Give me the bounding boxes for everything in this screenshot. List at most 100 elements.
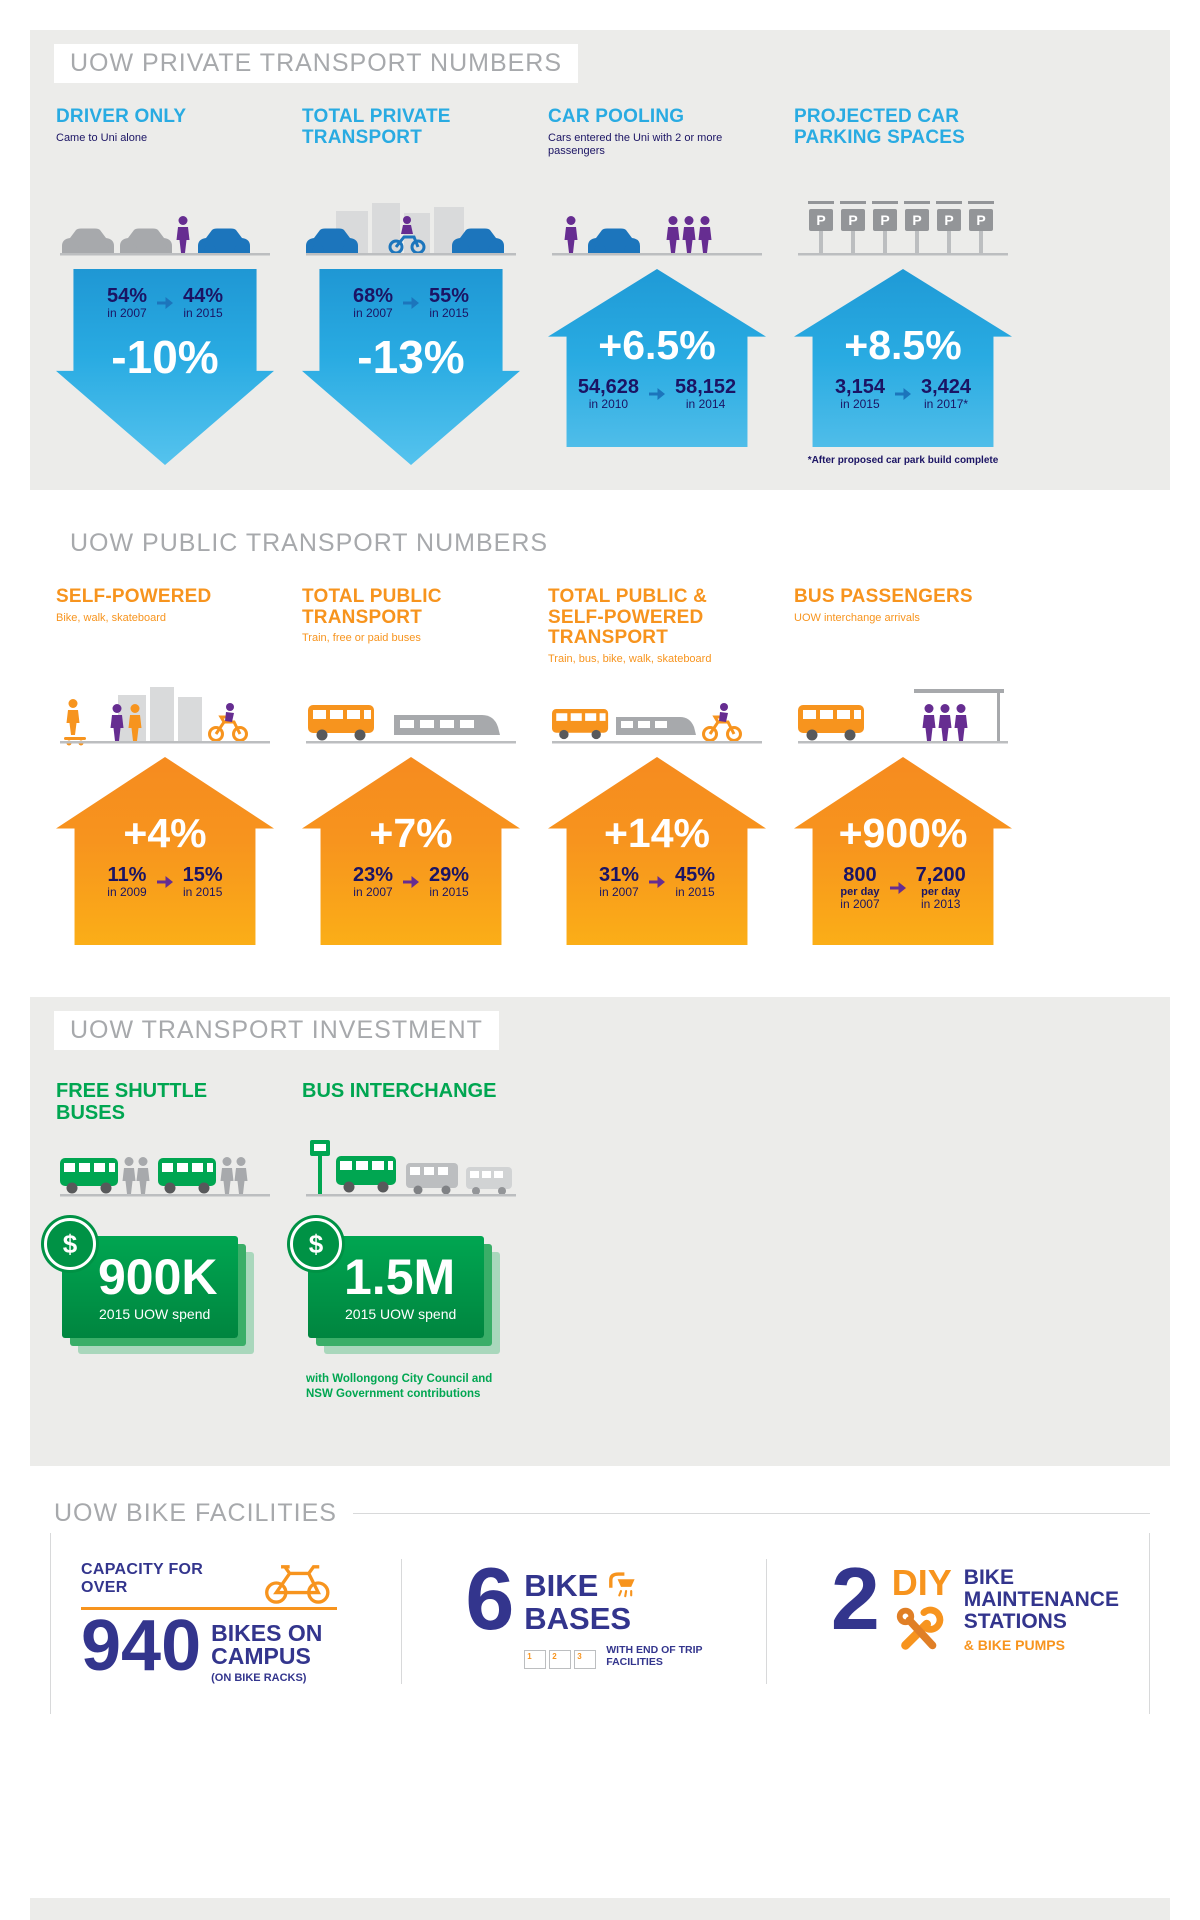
diy-label-2: MAINTENANCE: [963, 1587, 1119, 1611]
card-head: PROJECTED CAR PARKING SPACES: [794, 106, 1012, 195]
stat-to-year: in 2015: [675, 885, 715, 899]
arrow-right-icon: [157, 296, 173, 309]
section-gap: [0, 969, 1200, 997]
locker-number: 1: [527, 1652, 532, 1662]
svg-text:P: P: [880, 212, 889, 228]
bus-interchange-illustration: [302, 1138, 520, 1206]
bike-title-row: UOW BIKE FACILITIES: [30, 1493, 1170, 1533]
bases-caption: WITH END OF TRIP FACILITIES: [606, 1644, 702, 1669]
stat-from-value: 68%: [352, 285, 393, 307]
stat-to: 45% in 2015: [675, 864, 715, 899]
private-cards-row: DRIVER ONLY Came to Uni alone: [30, 106, 1026, 466]
diy-figure: 2 DIY BIKE MAINTENANCE ST: [831, 1554, 1119, 1655]
stat-from-year: in 2015: [840, 397, 880, 411]
svg-text:P: P: [944, 212, 953, 228]
capacity-figure: 940 BIKES ON CAMPUS (ON BIKE RACKS): [81, 1610, 337, 1684]
stat-from-value: 31%: [598, 864, 639, 886]
bike-diy-item: 2 DIY BIKE MAINTENANCE ST: [831, 1554, 1119, 1655]
card-driver-only: DRIVER ONLY Came to Uni alone: [42, 106, 288, 466]
wrench-icon: [896, 1606, 944, 1650]
stat-to-value: 15%: [182, 864, 223, 886]
change-percentage: -13%: [357, 331, 465, 384]
svg-text:P: P: [848, 212, 857, 228]
increase-arrow: +4% 11% in 2009 15% in 2015: [56, 757, 274, 945]
stats: 800 per day in 2007 7,200 per day in 201…: [840, 864, 965, 911]
stat-to: 3,424 in 2017*: [921, 376, 971, 411]
capacity-label-3: (ON BIKE RACKS): [211, 1671, 307, 1684]
arrow-right-icon: [895, 387, 911, 400]
stat-from: 68% in 2007: [353, 285, 393, 320]
card-subtitle: Bike, walk, skateboard: [56, 611, 167, 624]
stat-from-year: in 2007: [107, 306, 147, 320]
stat-to-year: in 2013: [921, 897, 961, 912]
locker-number: 3: [577, 1652, 582, 1662]
stats: 3,154 in 2015 3,424 in 2017*: [835, 376, 971, 411]
stat-to-value: 45%: [675, 864, 716, 886]
stat-to-value: 55%: [429, 285, 470, 307]
section-gap: [0, 1466, 1200, 1494]
parking-spaces-illustration: P P P P P P: [794, 197, 1012, 261]
change-percentage: -10%: [111, 331, 219, 384]
stat-from-value: 11%: [107, 864, 147, 886]
money-stack: 900K 2015 UOW spend: [62, 1236, 238, 1338]
private-transport-illustration: [302, 197, 520, 261]
stat-to-value: 3,424: [921, 376, 972, 398]
locker-box: 2: [549, 1650, 572, 1670]
stat-to: 29% in 2015: [429, 864, 469, 899]
bases-caption-line-2: FACILITIES: [606, 1656, 663, 1669]
lockers-icon: 1 2 3: [524, 1650, 597, 1670]
increase-arrow: +8.5% 3,154 in 2015 3,424 in 2017*: [794, 269, 1012, 447]
change-percentage: +6.5%: [598, 322, 716, 368]
car-pooling-illustration: [548, 197, 766, 261]
parking-footnote: *After proposed car park build complete: [807, 455, 999, 466]
card-free-shuttle-buses: FREE SHUTTLE BUSES: [42, 1080, 288, 1402]
dollar-sign: $: [308, 1228, 324, 1259]
bases-word-bike: BIKE: [524, 1568, 599, 1604]
stat-to: 7,200 per day in 2013: [916, 864, 966, 911]
stats: 23% in 2007 29% in 2015: [353, 864, 469, 899]
capacity-label-2: CAMPUS: [211, 1643, 311, 1670]
investment-caption: 2015 UOW spend: [345, 1306, 457, 1322]
card-bus-interchange: BUS INTERCHANGE: [288, 1080, 534, 1402]
stat-from: 54,628 in 2010: [578, 376, 639, 411]
stat-to-year: in 2015: [183, 306, 223, 320]
section-bike-facilities: UOW BIKE FACILITIES CAPACITY FOR OVER 94…: [30, 1493, 1170, 1714]
stat-to-year: in 2014: [685, 397, 726, 411]
stats: 11% in 2009 15% in 2015: [107, 864, 222, 899]
locker-box: 3: [574, 1650, 597, 1670]
diy-label-3: STATIONS: [963, 1609, 1067, 1633]
stat-to-year: in 2017*: [924, 397, 969, 411]
public-cards-row: SELF-POWERED Bike, walk, skateboard: [30, 586, 1026, 945]
stats: 31% in 2007 45% in 2015: [599, 864, 715, 899]
card-title: BUS INTERCHANGE: [302, 1080, 497, 1102]
section-bottom-pad: [30, 1402, 1170, 1442]
change-percentage: +14%: [603, 810, 710, 856]
stat-from-year: in 2007: [599, 885, 639, 899]
card-public-and-self-powered: TOTAL PUBLIC & SELF-POWERED TRANSPORT Tr…: [534, 586, 780, 945]
section-transport-investment: UOW TRANSPORT INVESTMENT FREE SHUTTLE BU…: [30, 997, 1170, 1466]
svg-text:P: P: [816, 212, 825, 228]
diy-label-1: BIKE: [963, 1565, 1014, 1589]
arrow-right-icon: [889, 881, 906, 894]
card-projected-parking: PROJECTED CAR PARKING SPACES P P P P P P: [780, 106, 1026, 466]
stat-to-unit: per day: [921, 886, 961, 898]
public-transport-illustration: [302, 685, 520, 749]
stat-from-year: in 2007: [353, 885, 393, 899]
card-head: TOTAL PUBLIC & SELF-POWERED TRANSPORT Tr…: [548, 586, 766, 683]
diy-labels: BIKE MAINTENANCE STATIONS & BIKE PUMPS: [963, 1565, 1119, 1655]
bases-caption-line-1: WITH END OF TRIP: [606, 1643, 703, 1656]
arrow-right-icon: [403, 875, 419, 888]
shuttle-buses-illustration: [56, 1138, 274, 1206]
arrow-right-icon: [649, 875, 665, 888]
capacity-pre-label: CAPACITY FOR OVER: [81, 1560, 204, 1596]
section-title-investment: UOW TRANSPORT INVESTMENT: [54, 1011, 499, 1050]
change-percentage: +4%: [123, 810, 207, 856]
locker-number: 2: [552, 1652, 557, 1662]
card-head: BUS PASSENGERS UOW interchange arrivals: [794, 586, 1012, 683]
stat-from-value: 800: [843, 864, 877, 886]
stat-from: 3,154 in 2015: [835, 376, 885, 411]
investment-cards-row: FREE SHUTTLE BUSES: [30, 1080, 1170, 1402]
change-percentage: +7%: [369, 810, 453, 856]
bottom-section-strip: [30, 1898, 1170, 1920]
shower-icon: [609, 1572, 635, 1598]
